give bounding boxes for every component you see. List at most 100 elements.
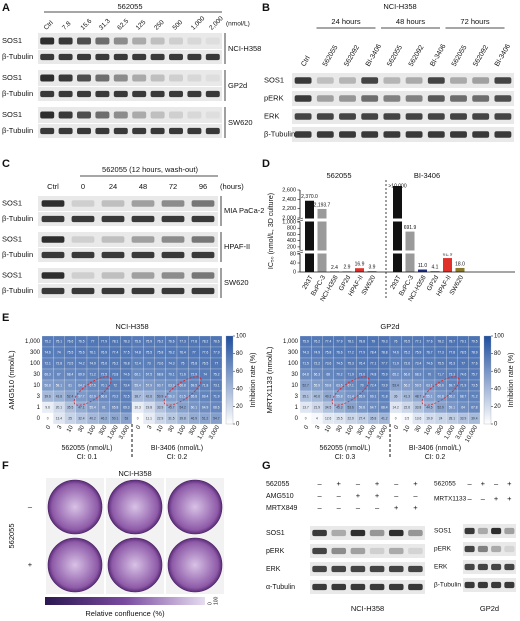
column-label: 100 bbox=[424, 424, 435, 436]
cell-value: 77.3 bbox=[180, 339, 186, 343]
cell-value: 59.5 bbox=[415, 383, 421, 387]
blot-band bbox=[161, 215, 185, 223]
cell-value: 70.1 bbox=[168, 372, 174, 376]
plate-well bbox=[167, 537, 223, 593]
lane-label: 72 bbox=[169, 182, 177, 191]
cell-value: 79.5 bbox=[471, 339, 477, 343]
cell-value: 76.4 bbox=[359, 361, 365, 365]
cell-value: 78.5 bbox=[460, 350, 466, 354]
blot-band bbox=[40, 53, 55, 61]
cell-value: 43.8 bbox=[56, 394, 62, 398]
column-label: 30 bbox=[414, 424, 423, 433]
column-label: 10 bbox=[403, 424, 412, 433]
sign: + bbox=[481, 479, 486, 488]
blot-band bbox=[169, 53, 183, 61]
ci-label: CI: 0.1 bbox=[77, 454, 98, 461]
cell-value: 74 bbox=[203, 372, 207, 376]
blot-band bbox=[383, 95, 401, 102]
cell-value: 75.7 bbox=[471, 372, 477, 376]
ci-label: CI: 0.2 bbox=[425, 454, 446, 461]
bar bbox=[305, 200, 314, 272]
cell-value: 77 bbox=[461, 361, 465, 365]
cell-value: 72 bbox=[113, 383, 117, 387]
cell-value: 58.1 bbox=[56, 383, 62, 387]
blot-band bbox=[41, 215, 65, 223]
cell-value: 49.2 bbox=[325, 394, 331, 398]
value-label: 2.4 bbox=[331, 265, 338, 271]
blot-band bbox=[450, 113, 467, 120]
cell-value: 77.5 bbox=[123, 350, 129, 354]
blot-band bbox=[191, 251, 215, 259]
cell-value: 59.8 bbox=[359, 405, 365, 409]
heatmap-title: NCI-H358 bbox=[115, 322, 148, 331]
blot-background bbox=[38, 212, 218, 226]
cell-value: 74.6 bbox=[393, 350, 399, 354]
column-label: 0 bbox=[135, 424, 142, 430]
cell-value: 67.1 bbox=[348, 383, 354, 387]
column-label: 30 bbox=[335, 424, 344, 433]
cell-value: 22.6 bbox=[404, 405, 410, 409]
blot-band bbox=[494, 131, 512, 138]
cell-value: 75.5 bbox=[146, 350, 152, 354]
cell-value: 65.9 bbox=[359, 394, 365, 398]
cell-value: 75.6 bbox=[101, 361, 107, 365]
blot-band bbox=[339, 77, 356, 84]
protein-label: pERK bbox=[264, 93, 284, 102]
sign: + bbox=[375, 479, 380, 488]
blot-band bbox=[161, 251, 185, 259]
blot-band bbox=[187, 53, 202, 61]
colorbar-label: Inhibition rate (%) bbox=[250, 353, 257, 408]
row-label: 300 bbox=[30, 350, 41, 356]
lane-label: 125 bbox=[135, 19, 148, 32]
value-label: 18.0 bbox=[455, 261, 465, 267]
cell-value: 67.8 bbox=[471, 405, 477, 409]
cell-value: 61 bbox=[102, 405, 106, 409]
break-mark bbox=[296, 219, 304, 223]
cell-value: 40.6 bbox=[314, 394, 320, 398]
cell-value: 75.9 bbox=[146, 339, 152, 343]
blot-background bbox=[292, 73, 514, 88]
cell-value: 77 bbox=[215, 361, 219, 365]
cell-value: 38.7 bbox=[135, 394, 141, 398]
cell-value: 56.8 bbox=[45, 383, 51, 387]
blot-band bbox=[294, 113, 312, 120]
blot-background bbox=[38, 50, 222, 64]
row-label: 10 bbox=[291, 383, 298, 389]
blot-band bbox=[312, 547, 327, 555]
blot-band bbox=[383, 131, 401, 138]
blot-band bbox=[427, 131, 445, 138]
blot-band bbox=[58, 90, 73, 98]
blot-band bbox=[450, 131, 467, 138]
plate-well bbox=[167, 479, 223, 535]
treatment-label: 562055 bbox=[266, 481, 289, 488]
y-tick-label: 800 bbox=[287, 226, 296, 232]
blot-band bbox=[339, 113, 356, 120]
cell-value: 71.9 bbox=[348, 372, 354, 376]
sign: – bbox=[337, 503, 342, 512]
blot-band bbox=[294, 77, 312, 84]
cell-line-label: SW620 bbox=[224, 278, 249, 287]
cell-value: 79.3 bbox=[381, 339, 387, 343]
panel-letter: D bbox=[262, 158, 270, 170]
cell-value: 13.4 bbox=[56, 416, 62, 420]
cell-value: 77.3 bbox=[438, 350, 444, 354]
cell-value: 77.6 bbox=[471, 361, 477, 365]
panel-letter: F bbox=[2, 460, 9, 472]
cell-value: 65.2 bbox=[449, 394, 455, 398]
cell-value: 74.6 bbox=[45, 350, 51, 354]
blot-band bbox=[131, 272, 155, 279]
blot-band bbox=[101, 200, 125, 207]
lane-label: Ctrl bbox=[47, 182, 59, 191]
synergy-outline bbox=[73, 376, 112, 406]
blot-band bbox=[205, 37, 220, 45]
blot-band bbox=[131, 251, 155, 259]
value-label: 691.9 bbox=[404, 225, 417, 231]
heatmap-cell bbox=[468, 412, 481, 425]
row-label: – bbox=[28, 502, 33, 511]
cell-value: 39.6 bbox=[45, 394, 51, 398]
blot-band bbox=[205, 90, 220, 98]
blot-band bbox=[187, 127, 202, 135]
cell-value: 45.7 bbox=[168, 405, 174, 409]
cell-value: 76.5 bbox=[78, 339, 84, 343]
blot-band bbox=[40, 127, 55, 135]
